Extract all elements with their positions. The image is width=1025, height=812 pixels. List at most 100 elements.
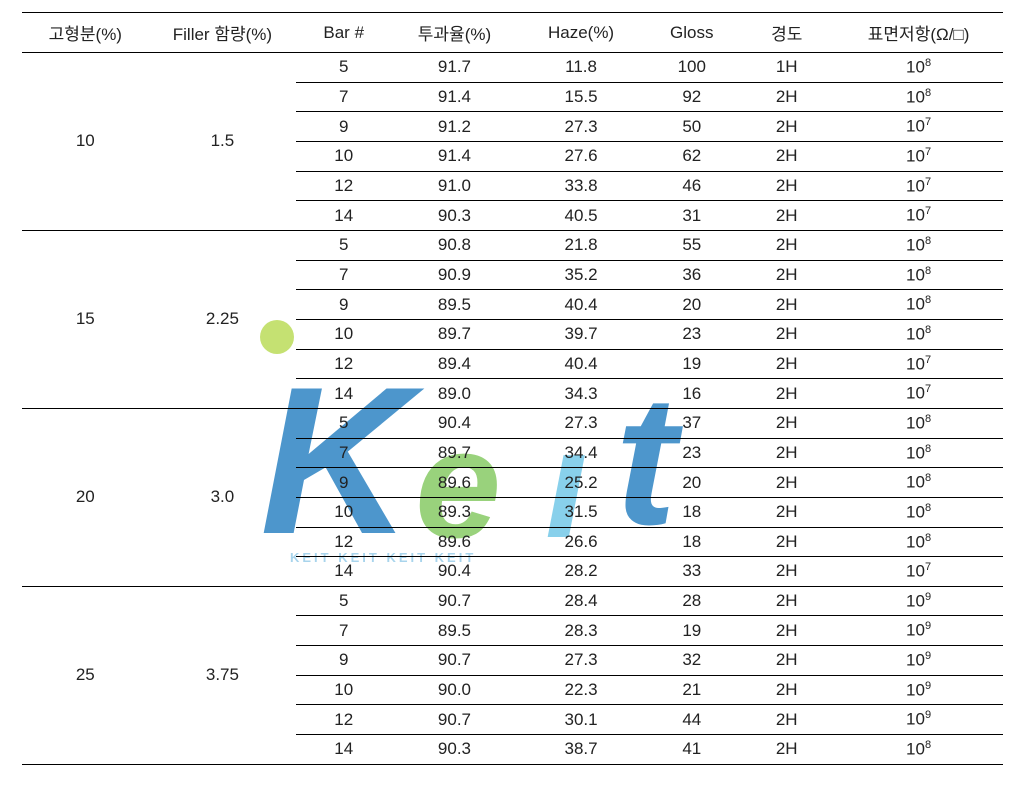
cell-gloss: 32: [644, 646, 739, 676]
resistance-exp: 7: [925, 354, 931, 366]
cell-resistance: 108: [834, 735, 1003, 765]
cell-trans: 89.6: [391, 527, 518, 557]
col-hard: 경도: [739, 13, 834, 53]
resistance-exp: 8: [925, 324, 931, 336]
cell-trans: 91.0: [391, 171, 518, 201]
cell-hard: 2H: [739, 260, 834, 290]
resistance-base: 10: [906, 710, 925, 729]
resistance-exp: 8: [925, 739, 931, 751]
cell-hard: 2H: [739, 201, 834, 231]
cell-haze: 30.1: [518, 705, 645, 735]
cell-resistance: 108: [834, 497, 1003, 527]
table-row: 203.0590.427.3372H108: [22, 408, 1003, 438]
col-res: 표면저항(Ω/□): [834, 13, 1003, 53]
resistance-base: 10: [906, 147, 925, 166]
cell-resistance: 108: [834, 290, 1003, 320]
table-header-row: 고형분(%) Filler 함량(%) Bar # 투과율(%) Haze(%)…: [22, 13, 1003, 53]
cell-filler-pct: 3.75: [149, 586, 297, 764]
cell-solid-pct: 15: [22, 230, 149, 408]
cell-bar: 7: [296, 260, 391, 290]
cell-resistance: 108: [834, 260, 1003, 290]
cell-bar: 5: [296, 230, 391, 260]
col-gloss: Gloss: [644, 13, 739, 53]
cell-haze: 39.7: [518, 319, 645, 349]
cell-hard: 2H: [739, 408, 834, 438]
cell-resistance: 107: [834, 349, 1003, 379]
cell-haze: 25.2: [518, 468, 645, 498]
cell-gloss: 28: [644, 586, 739, 616]
cell-solid-pct: 25: [22, 586, 149, 764]
cell-gloss: 46: [644, 171, 739, 201]
resistance-base: 10: [906, 562, 925, 581]
col-filler: Filler 함량(%): [149, 13, 297, 53]
cell-trans: 90.9: [391, 260, 518, 290]
cell-bar: 7: [296, 438, 391, 468]
cell-hard: 2H: [739, 349, 834, 379]
resistance-base: 10: [906, 265, 925, 284]
cell-haze: 15.5: [518, 82, 645, 112]
table-row: 101.5591.711.81001H108: [22, 53, 1003, 83]
cell-gloss: 19: [644, 616, 739, 646]
resistance-exp: 7: [925, 146, 931, 158]
cell-gloss: 18: [644, 527, 739, 557]
col-bar: Bar #: [296, 13, 391, 53]
cell-trans: 90.7: [391, 646, 518, 676]
cell-resistance: 108: [834, 527, 1003, 557]
cell-bar: 14: [296, 735, 391, 765]
cell-filler-pct: 3.0: [149, 408, 297, 586]
cell-filler-pct: 1.5: [149, 53, 297, 231]
cell-resistance: 107: [834, 171, 1003, 201]
resistance-base: 10: [906, 621, 925, 640]
col-haze: Haze(%): [518, 13, 645, 53]
cell-hard: 2H: [739, 705, 834, 735]
cell-hard: 2H: [739, 527, 834, 557]
resistance-exp: 7: [925, 383, 931, 395]
cell-hard: 2H: [739, 290, 834, 320]
cell-solid-pct: 10: [22, 53, 149, 231]
cell-hard: 2H: [739, 646, 834, 676]
cell-hard: 2H: [739, 586, 834, 616]
cell-gloss: 37: [644, 408, 739, 438]
cell-haze: 26.6: [518, 527, 645, 557]
cell-trans: 90.7: [391, 586, 518, 616]
cell-gloss: 55: [644, 230, 739, 260]
cell-solid-pct: 20: [22, 408, 149, 586]
cell-gloss: 31: [644, 201, 739, 231]
cell-trans: 89.5: [391, 290, 518, 320]
cell-haze: 40.4: [518, 290, 645, 320]
cell-trans: 90.3: [391, 201, 518, 231]
resistance-exp: 9: [925, 709, 931, 721]
cell-haze: 27.6: [518, 141, 645, 171]
cell-bar: 5: [296, 586, 391, 616]
cell-trans: 90.0: [391, 675, 518, 705]
cell-trans: 90.4: [391, 557, 518, 587]
cell-haze: 27.3: [518, 646, 645, 676]
data-table: 고형분(%) Filler 함량(%) Bar # 투과율(%) Haze(%)…: [22, 12, 1003, 765]
cell-bar: 7: [296, 82, 391, 112]
resistance-exp: 9: [925, 620, 931, 632]
cell-bar: 9: [296, 646, 391, 676]
cell-hard: 2H: [739, 230, 834, 260]
resistance-exp: 7: [925, 561, 931, 573]
cell-hard: 2H: [739, 438, 834, 468]
resistance-exp: 9: [925, 680, 931, 692]
cell-hard: 2H: [739, 557, 834, 587]
cell-resistance: 109: [834, 616, 1003, 646]
resistance-base: 10: [906, 384, 925, 403]
cell-haze: 34.4: [518, 438, 645, 468]
cell-haze: 22.3: [518, 675, 645, 705]
cell-hard: 2H: [739, 675, 834, 705]
cell-resistance: 107: [834, 141, 1003, 171]
resistance-exp: 8: [925, 443, 931, 455]
cell-gloss: 92: [644, 82, 739, 112]
resistance-base: 10: [906, 58, 925, 77]
cell-trans: 89.7: [391, 438, 518, 468]
cell-trans: 89.4: [391, 349, 518, 379]
resistance-base: 10: [906, 532, 925, 551]
resistance-exp: 8: [925, 413, 931, 425]
cell-resistance: 108: [834, 319, 1003, 349]
table-body: 101.5591.711.81001H108791.415.5922H10899…: [22, 53, 1003, 765]
cell-resistance: 109: [834, 586, 1003, 616]
cell-trans: 91.2: [391, 112, 518, 142]
cell-bar: 9: [296, 290, 391, 320]
